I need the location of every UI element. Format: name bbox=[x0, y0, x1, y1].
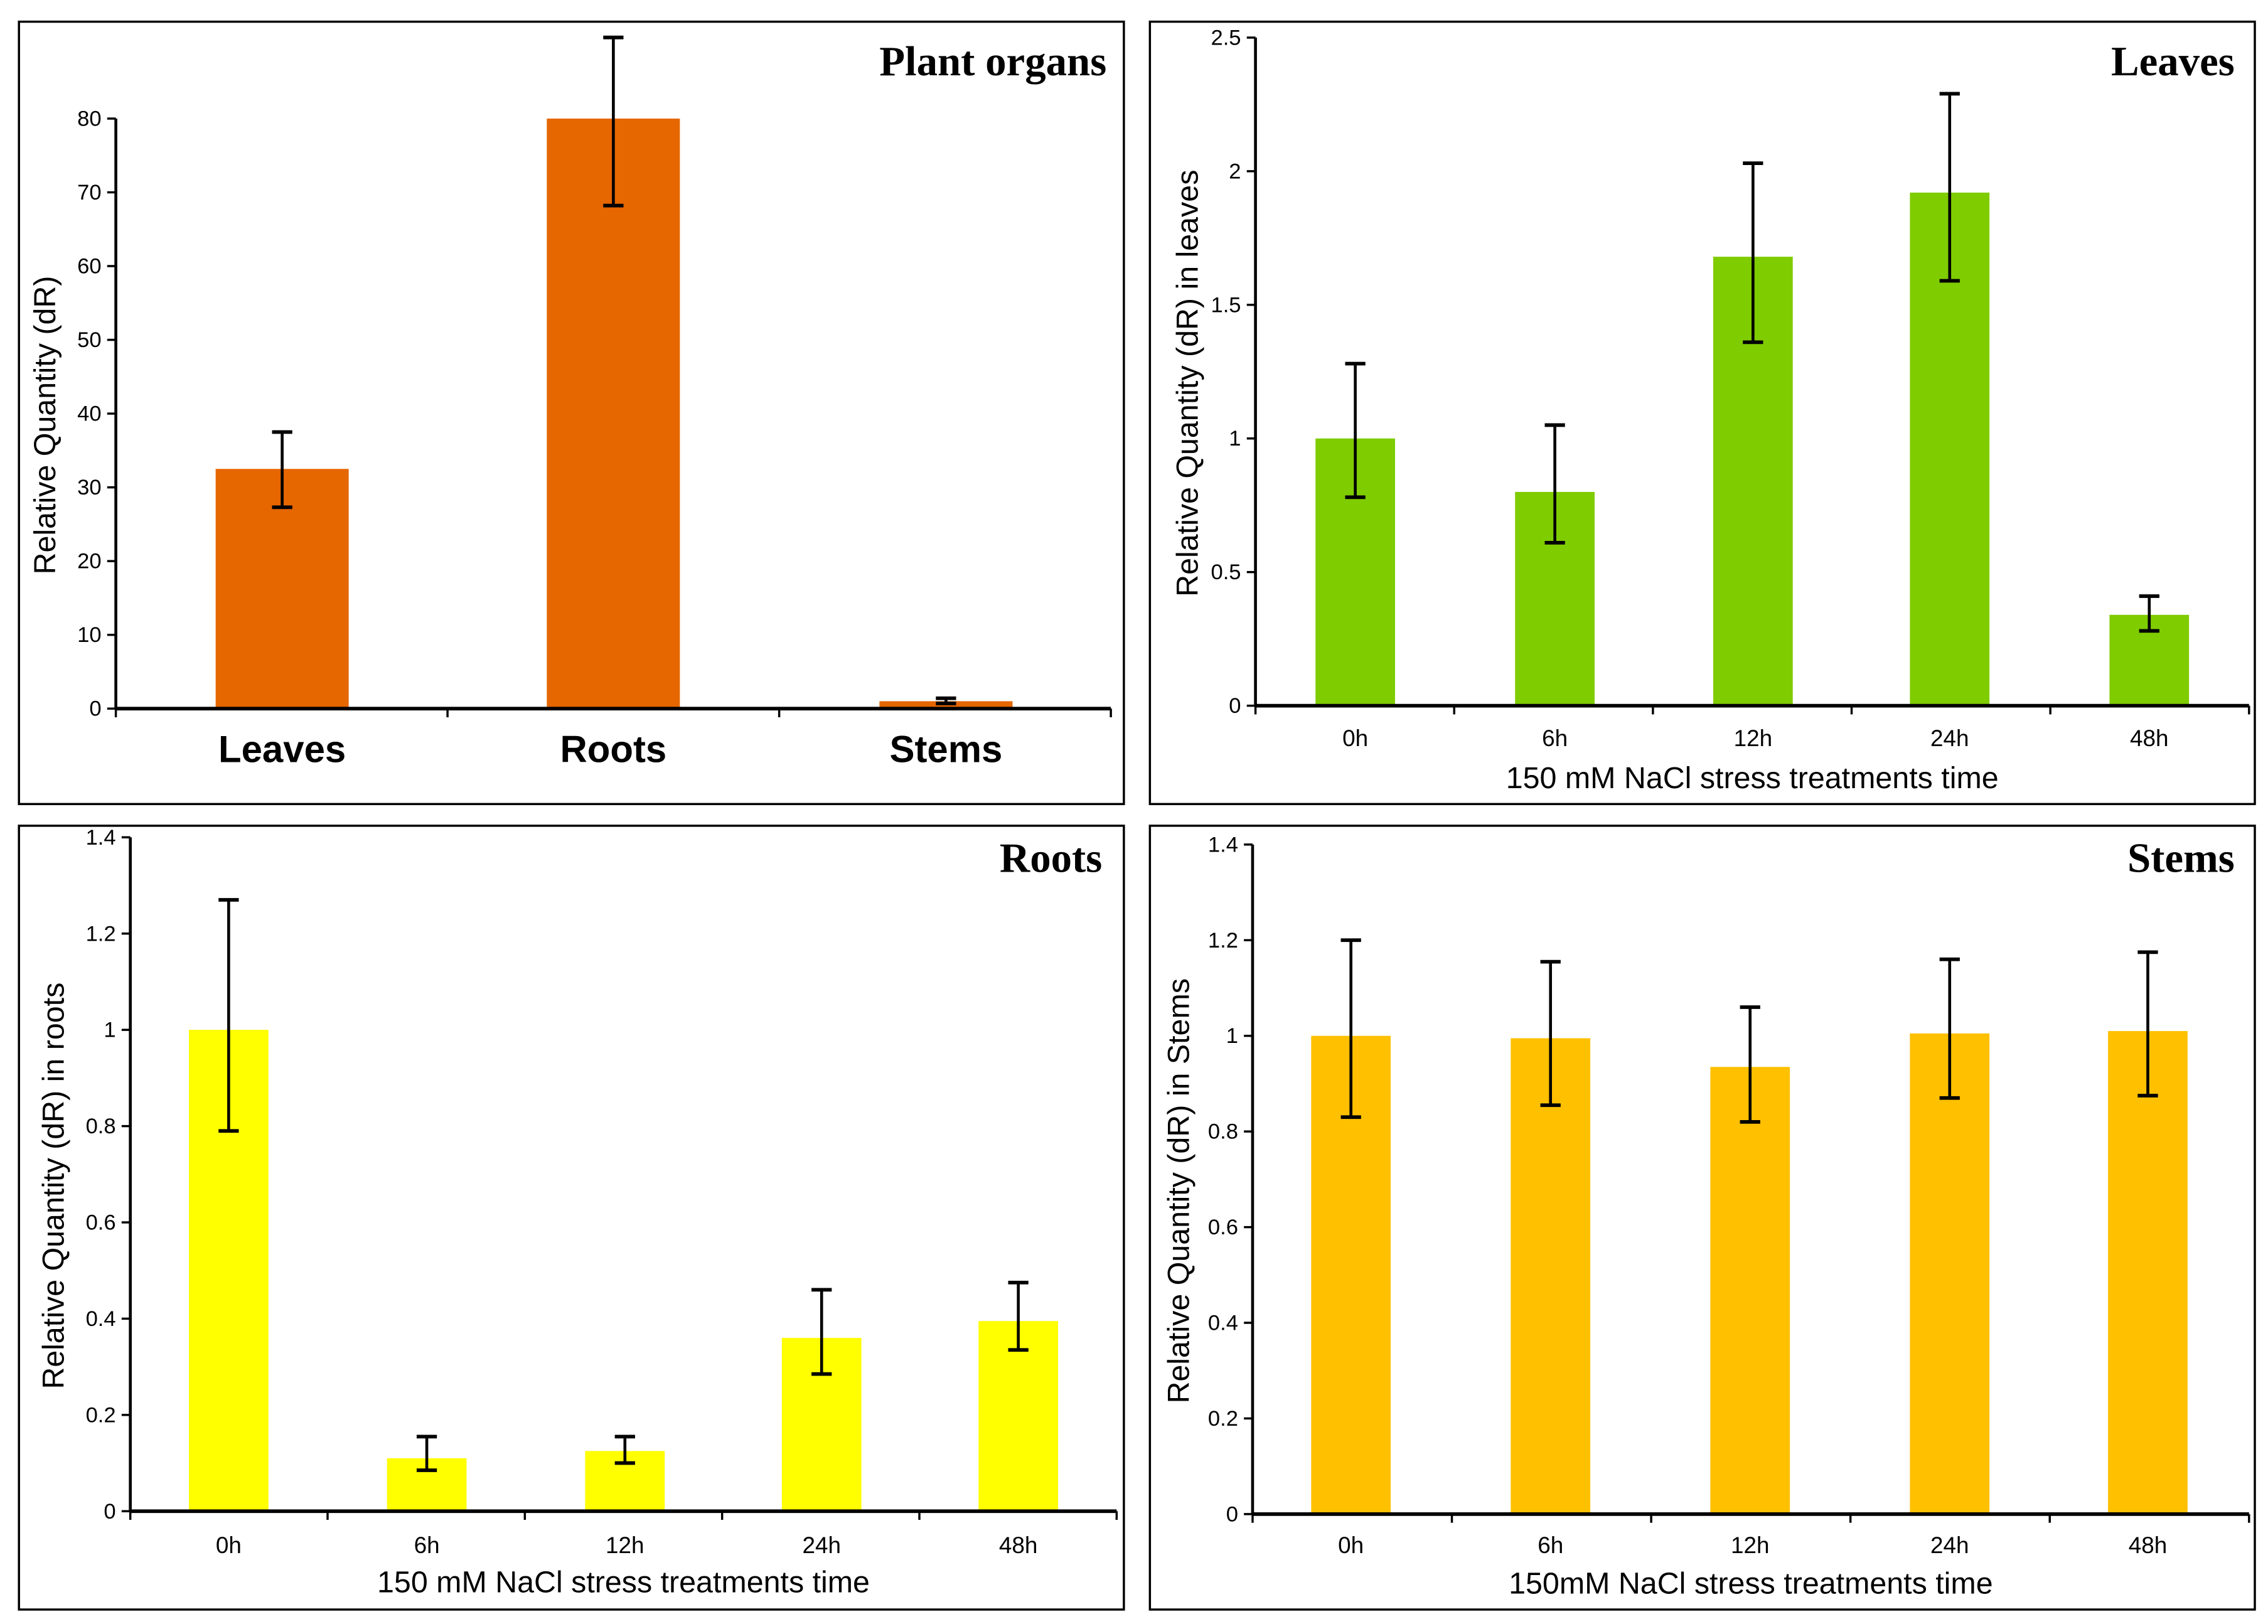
y-tick-label: 1.4 bbox=[1208, 833, 1238, 857]
x-tick-label: 0h bbox=[1338, 1532, 1364, 1558]
chart-title: Roots bbox=[1000, 835, 1102, 882]
bar-48h bbox=[2108, 1031, 2188, 1514]
y-tick-label: 1 bbox=[104, 1018, 115, 1042]
x-axis-label: 150 mM NaCl stress treatments time bbox=[1506, 761, 1999, 795]
x-tick-label: 6h bbox=[414, 1532, 440, 1558]
y-tick-label: 0.8 bbox=[1208, 1120, 1238, 1144]
y-tick-label: 40 bbox=[77, 402, 101, 426]
y-tick-label: 2 bbox=[1229, 159, 1241, 183]
y-axis-label: Relative Quantity (dR) in Stems bbox=[1162, 978, 1196, 1404]
x-tick-label: 0h bbox=[216, 1532, 242, 1558]
chart-panel-stems: 0 0.2 0.4 0.6 0.8 1 1.2 1.4 0h 6h 12h 24h 48h 150mM N… bbox=[1148, 825, 2256, 1611]
chart-panel-roots: 0 0.2 0.4 0.6 0.8 1 1.2 1.4 0h 6h 12h 24h 48h 150 mM … bbox=[18, 825, 1125, 1611]
x-tick-label: Leaves bbox=[218, 728, 346, 770]
x-tick-label: Stems bbox=[890, 728, 1003, 770]
y-tick-label: 1.5 bbox=[1211, 293, 1241, 317]
y-tick-label: 1.4 bbox=[86, 826, 116, 850]
chart-title: Leaves bbox=[2111, 38, 2235, 85]
x-tick-label: 12h bbox=[1731, 1532, 1769, 1558]
y-tick-label: 0 bbox=[89, 697, 101, 721]
y-tick-label: 1.2 bbox=[86, 922, 116, 946]
y-axis-label: Relative Quantity (dR) in roots bbox=[37, 983, 71, 1389]
y-tick-label: 0 bbox=[1226, 1502, 1238, 1526]
x-tick-label: 48h bbox=[999, 1532, 1038, 1558]
x-tick-label: 48h bbox=[2129, 1532, 2168, 1558]
panel-frame bbox=[18, 825, 1125, 1611]
y-tick-label: 0.4 bbox=[86, 1307, 116, 1331]
chart-panel-leaves: 0 0.5 1 1.5 2 2.5 0h 6h 12h 24h 48h 150 mM NaCl str… bbox=[1148, 20, 2256, 806]
y-tick-label: 0.2 bbox=[1208, 1407, 1238, 1431]
x-tick-label: 24h bbox=[802, 1532, 841, 1558]
y-tick-label: 70 bbox=[77, 181, 101, 205]
y-tick-label: 0 bbox=[104, 1500, 115, 1524]
y-tick-label: 20 bbox=[77, 550, 101, 574]
y-tick-label: 50 bbox=[77, 328, 101, 352]
y-axis-label: Relative Quantity (dR) in leaves bbox=[1170, 170, 1204, 597]
x-tick-label: 24h bbox=[1930, 725, 1969, 751]
y-axis-label: Relative Quantity (dR) bbox=[28, 276, 62, 575]
y-tick-label: 30 bbox=[77, 476, 101, 499]
y-tick-label: 0.6 bbox=[86, 1211, 116, 1235]
y-tick-label: 1 bbox=[1226, 1024, 1238, 1048]
x-tick-label: 48h bbox=[2130, 725, 2168, 751]
bar-12h bbox=[1710, 1067, 1790, 1514]
x-tick-label: 6h bbox=[1538, 1532, 1563, 1558]
bar-6h bbox=[1511, 1038, 1591, 1514]
y-tick-label: 0.8 bbox=[86, 1114, 116, 1138]
bar-24h bbox=[1910, 1033, 1990, 1514]
y-tick-label: 0.2 bbox=[86, 1403, 116, 1427]
x-tick-label: 12h bbox=[606, 1532, 645, 1558]
bar-48h bbox=[978, 1321, 1059, 1512]
y-tick-label: 1.2 bbox=[1208, 929, 1238, 953]
x-axis-label: 150 mM NaCl stress treatments time bbox=[377, 1565, 870, 1599]
y-tick-label: 10 bbox=[77, 623, 101, 647]
y-tick-label: 0.5 bbox=[1211, 560, 1241, 584]
x-tick-label: 0h bbox=[1342, 725, 1368, 751]
y-tick-label: 60 bbox=[77, 255, 101, 279]
y-tick-label: 0.6 bbox=[1208, 1215, 1238, 1239]
x-axis-label: 150mM NaCl stress treatments time bbox=[1509, 1567, 1993, 1601]
x-tick-label: 12h bbox=[1734, 725, 1773, 751]
x-tick-label: Roots bbox=[560, 728, 667, 770]
y-tick-label: 80 bbox=[77, 107, 101, 131]
y-tick-label: 0 bbox=[1229, 694, 1241, 718]
chart-title: Plant organs bbox=[879, 38, 1106, 85]
y-tick-label: 0.4 bbox=[1208, 1311, 1238, 1335]
x-tick-label: 6h bbox=[1542, 725, 1568, 751]
x-tick-label: 24h bbox=[1930, 1532, 1969, 1558]
y-tick-label: 2.5 bbox=[1211, 26, 1241, 50]
chart-panel-plant-organs: 0 10 20 30 40 50 60 70 80 Leaves Roots Stems Relativ… bbox=[18, 20, 1125, 806]
chart-title: Stems bbox=[2127, 835, 2235, 882]
bar-Roots bbox=[547, 118, 680, 709]
y-tick-label: 1 bbox=[1229, 427, 1241, 451]
